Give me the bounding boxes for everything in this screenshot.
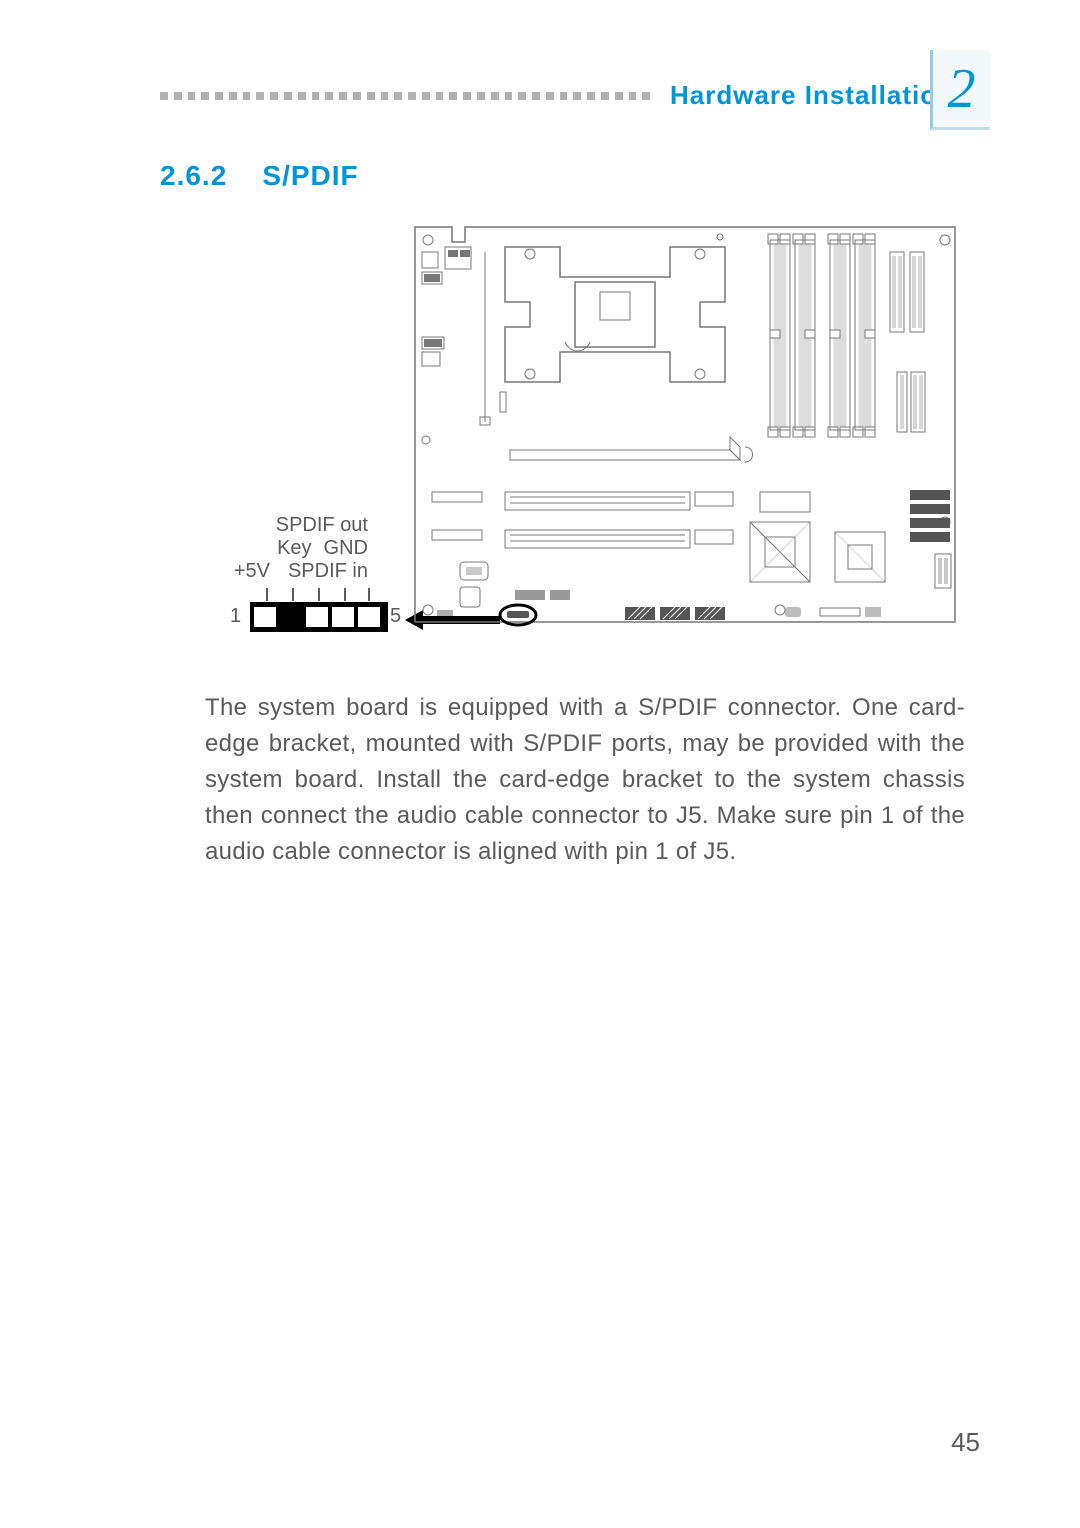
chapter-number: 2 xyxy=(948,57,976,121)
label-key: Key xyxy=(277,537,311,560)
chapter-badge: 2 xyxy=(930,50,990,130)
dotted-leader xyxy=(160,92,650,100)
section-name: S/PDIF xyxy=(262,160,358,191)
diagram: SPDIF out Key GND +5V SPDIF in 1 5 xyxy=(230,220,960,660)
label-gnd: GND xyxy=(324,537,368,560)
page-number: 45 xyxy=(951,1427,980,1458)
motherboard-illustration xyxy=(410,222,960,642)
section-number: 2.6.2 xyxy=(160,160,227,191)
label-spdif-in: SPDIF in xyxy=(288,560,368,583)
label-plus5v: +5V xyxy=(234,560,270,583)
section-title: 2.6.2 S/PDIF xyxy=(160,160,359,192)
pin-end: 5 xyxy=(390,605,401,628)
header-title: Hardware Installation xyxy=(670,80,954,111)
body-paragraph: The system board is equipped with a S/PD… xyxy=(205,690,965,870)
connector-j5 xyxy=(250,602,388,632)
label-spdif-out: SPDIF out xyxy=(228,514,368,537)
pin-start: 1 xyxy=(230,605,241,628)
page-header: Hardware Installation xyxy=(160,70,980,130)
pin-ticks xyxy=(266,588,366,602)
pin-labels: SPDIF out Key GND +5V SPDIF in xyxy=(228,514,368,583)
